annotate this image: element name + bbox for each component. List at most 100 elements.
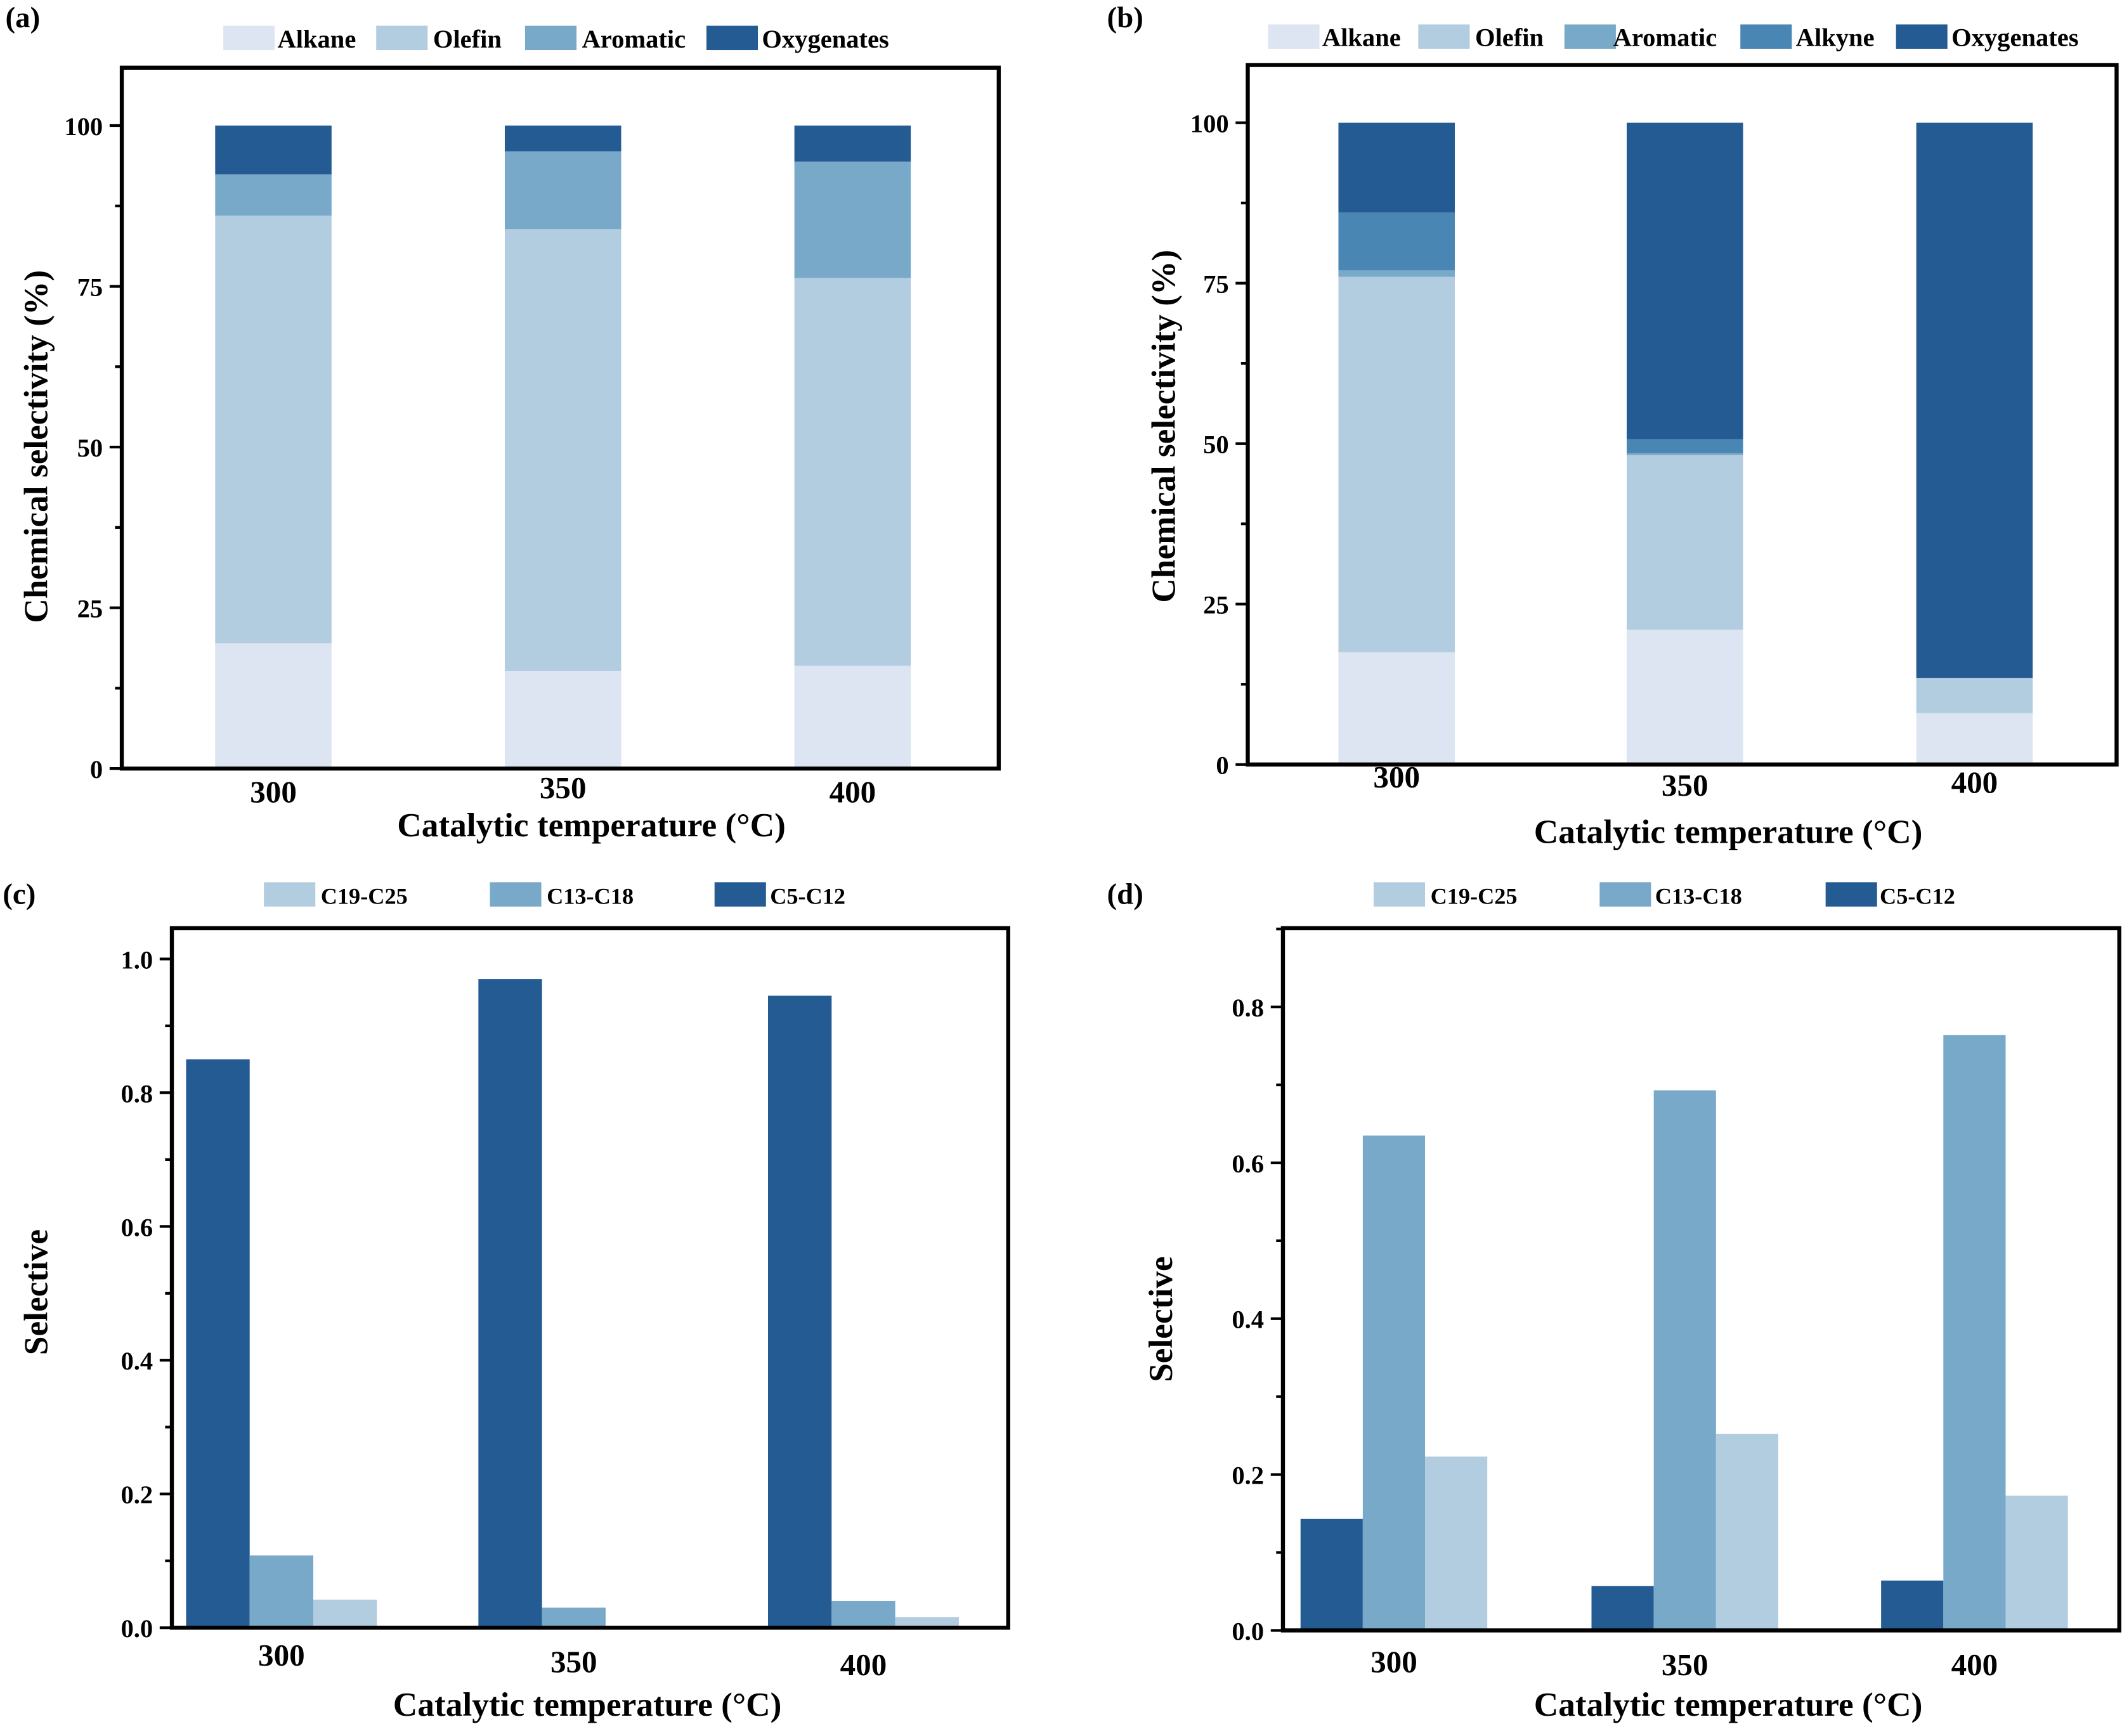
bar-segment-alkyne [1338, 212, 1455, 271]
y-tick-label: 1.0 [120, 945, 153, 974]
bar-segment-oxygenates [1338, 122, 1455, 213]
legend-label: Olefin [1475, 23, 1544, 52]
bar-c5-c12 [1591, 1586, 1654, 1631]
x-tick-label: 400 [1951, 765, 1998, 800]
legend-label: Oxygenates [762, 25, 889, 53]
x-tick-label: 300 [258, 1638, 305, 1673]
bar-segment-alkane [1916, 713, 2033, 765]
x-axis-label: Catalytic temperature (°C) [1534, 1685, 1923, 1723]
bar-c5-c12 [1300, 1519, 1363, 1631]
x-tick-label: 350 [540, 770, 587, 805]
y-tick-label: 0.0 [120, 1614, 153, 1643]
legend-label: C19-C25 [1431, 884, 1518, 909]
legend-label: Alkane [1322, 23, 1401, 52]
y-tick-label: 25 [1203, 591, 1229, 619]
x-axis-label: Catalytic temperature (°C) [393, 1685, 782, 1723]
legend-label: C13-C18 [1655, 884, 1742, 909]
x-tick-label: 400 [840, 1647, 887, 1682]
y-tick-label: 0.6 [1232, 1150, 1264, 1178]
y-tick-label: 50 [77, 434, 103, 462]
y-axis-label: Selective [17, 1229, 55, 1355]
legend-swatch-c13-c18 [490, 882, 542, 907]
bar-c5-c12 [768, 995, 832, 1628]
x-tick-label: 300 [250, 775, 297, 810]
bar-segment-alkane [215, 643, 332, 769]
bar-segment-alkyne [1626, 439, 1743, 453]
bar-segment-oxygenates [215, 126, 332, 175]
bar-c19-c25 [895, 1617, 959, 1628]
bar-c13-c18 [831, 1601, 895, 1628]
legend-swatch-c5-c12 [714, 882, 766, 907]
y-tick-label: 75 [1203, 270, 1229, 299]
legend-swatch-c19-c25 [264, 882, 316, 907]
bar-segment-olefin [1626, 455, 1743, 630]
bar-c13-c18 [1653, 1090, 1716, 1631]
y-tick-label: 0.6 [120, 1213, 153, 1241]
legend-label: Aromatic [582, 25, 686, 53]
y-tick-label: 0.2 [120, 1480, 153, 1509]
bar-segment-olefin [1916, 678, 2033, 713]
legend-swatch-aromatic [524, 25, 577, 51]
bar-segment-olefin [504, 229, 622, 671]
bar-segment-oxygenates [794, 126, 911, 162]
panel-label: (d) [1107, 878, 1143, 911]
y-tick-label: 0.8 [1232, 994, 1264, 1022]
bar-c5-c12 [1881, 1580, 1944, 1631]
legend-swatch-c19-c25 [1373, 882, 1426, 907]
legend-swatch-aromatic [1564, 24, 1616, 49]
legend-label: C5-C12 [770, 884, 845, 909]
legend-label: Oxygenates [1951, 23, 2078, 52]
x-tick-label: 350 [1662, 1647, 1709, 1682]
y-tick-label: 0.4 [120, 1347, 153, 1375]
x-tick-label: 350 [550, 1645, 597, 1680]
legend-label: C5-C12 [1880, 884, 1955, 909]
x-axis-label: Catalytic temperature (°C) [397, 806, 786, 844]
x-tick-label: 400 [1951, 1647, 1998, 1682]
bar-c19-c25 [1715, 1434, 1778, 1631]
y-axis-label: Chemical selectivity (%) [17, 270, 55, 623]
y-tick-label: 100 [64, 112, 103, 141]
bar-c19-c25 [2005, 1495, 2068, 1631]
bar-segment-olefin [794, 278, 911, 666]
bar-segment-alkane [1626, 630, 1743, 765]
bar-c13-c18 [249, 1555, 314, 1628]
plot-frame [169, 926, 1010, 1630]
plot-frame [1280, 926, 2121, 1633]
bar-segment-aromatic [1626, 453, 1743, 455]
legend-label: Alkyne [1796, 23, 1875, 52]
y-tick-label: 0.4 [1232, 1305, 1264, 1334]
bar-c19-c25 [313, 1599, 377, 1628]
legend-swatch-olefin [1418, 24, 1470, 49]
y-axis-label: Selective [1142, 1256, 1180, 1382]
legend-swatch-alkane [1268, 24, 1320, 49]
y-tick-label: 0 [1216, 751, 1228, 780]
legend-label: Alkane [277, 25, 356, 53]
legend-swatch-alkane [223, 25, 275, 51]
bar-segment-aromatic [215, 174, 332, 216]
bar-segment-oxygenates [1626, 122, 1743, 439]
y-tick-label: 100 [1190, 110, 1229, 138]
legend-swatch-alkyne [1740, 24, 1792, 49]
y-tick-label: 0.0 [1232, 1617, 1264, 1645]
x-tick-label: 350 [1662, 768, 1709, 803]
bar-segment-oxygenates [504, 126, 622, 152]
bar-segment-olefin [1338, 276, 1455, 652]
y-tick-label: 25 [77, 595, 103, 623]
chart-panel-3: (d) 300 350 400 0.0 0.2 0.4 0.6 0.8 Catalytic tem… [1107, 878, 2121, 1723]
y-tick-label: 0.2 [1232, 1461, 1264, 1490]
bar-segment-olefin [215, 216, 332, 644]
x-axis-label: Catalytic temperature (°C) [1534, 813, 1923, 851]
legend-swatch-c13-c18 [1599, 882, 1651, 907]
panel-label: (c) [3, 878, 36, 911]
bar-c13-c18 [1943, 1035, 2006, 1631]
panel-label: (a) [6, 1, 41, 34]
bar-c5-c12 [478, 979, 542, 1628]
y-axis-label: Chemical selectivity (%) [1144, 250, 1182, 603]
legend-swatch-oxygenates [706, 25, 758, 51]
bar-segment-aromatic [1338, 270, 1455, 277]
plot-frame [119, 65, 1001, 771]
legend-label: C19-C25 [321, 884, 408, 909]
y-tick-label: 0.8 [120, 1079, 153, 1108]
